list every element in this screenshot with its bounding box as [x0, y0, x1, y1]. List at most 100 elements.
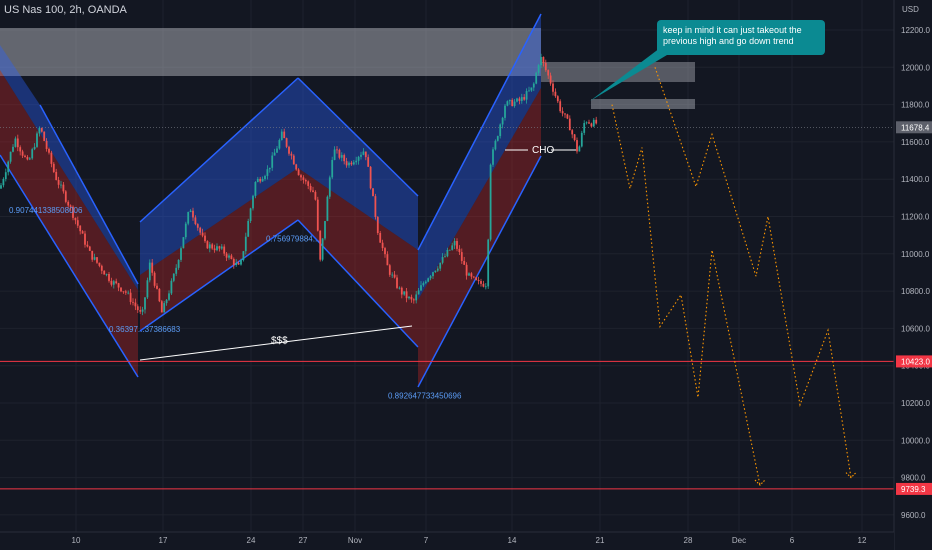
symbol-title: US Nas 100, 2h, OANDA	[4, 4, 127, 16]
candle-body	[420, 285, 422, 291]
candle-body	[156, 285, 158, 289]
candle-body	[60, 184, 62, 186]
supply-zone-low	[591, 99, 695, 109]
fib-label: 0.36397...37386683	[109, 325, 181, 334]
candle-body	[134, 302, 137, 307]
candle-body	[144, 297, 146, 310]
candle-body	[129, 292, 132, 302]
y-tick-label: 9600.0	[901, 511, 926, 520]
candle-body	[588, 122, 590, 124]
candle-body	[211, 244, 214, 249]
candle-body	[566, 114, 569, 119]
candle-body	[494, 140, 497, 150]
candle-body	[172, 273, 175, 281]
x-tick-label: 28	[684, 536, 693, 545]
liquidity-line	[139, 325, 413, 361]
y-tick-label: 11600.0	[901, 138, 930, 147]
candle-body	[422, 283, 425, 286]
projection-leg-1	[611, 104, 761, 486]
candle-body	[280, 131, 283, 141]
candle-body	[333, 149, 336, 160]
candle-body	[151, 262, 154, 273]
channel-3-blue	[298, 78, 418, 250]
candle-body	[9, 151, 12, 162]
channel-1-blue	[0, 45, 138, 290]
candle-body	[24, 155, 26, 157]
candle-body	[451, 245, 454, 250]
y-tick-label: 11400.0	[901, 175, 930, 184]
callout-pointer	[590, 48, 672, 101]
y-tick-label: 11000.0	[901, 250, 930, 259]
chart-annotations: $$$ CHO	[139, 48, 672, 361]
candle-body	[259, 178, 262, 182]
currency-label: USD	[902, 5, 919, 14]
candle-body	[376, 217, 379, 233]
grid-lines	[0, 0, 894, 532]
candle-body	[187, 212, 190, 224]
price-axis[interactable]: USD 12200.0 12000.0 11800.0 11600.0 11400.0 11…	[893, 0, 932, 550]
candle-body	[364, 151, 367, 158]
candle-body	[525, 91, 528, 100]
time-axis[interactable]: 10 17 24 27 Nov 7 14 21 28 Dec 6 12	[0, 531, 894, 550]
candle-body	[249, 208, 252, 221]
candle-body	[237, 262, 240, 265]
candle-body	[153, 272, 156, 286]
candle-body	[331, 159, 334, 178]
candle-body	[417, 290, 420, 295]
candle-body	[98, 262, 101, 266]
candle-body	[516, 98, 518, 102]
candle-body	[324, 220, 326, 239]
candle-body	[319, 230, 322, 260]
price-label-bg	[896, 355, 932, 368]
y-tick-label: 11200.0	[901, 213, 930, 222]
channel-4-lower	[417, 155, 542, 388]
candle-body	[19, 147, 22, 152]
price-label: 10423.0	[901, 357, 930, 366]
candle-body	[480, 281, 482, 284]
candle-body	[463, 260, 466, 265]
candle-body	[105, 273, 108, 275]
annotation-label: $$$	[271, 335, 288, 346]
candle-body	[290, 153, 293, 156]
fib-label: 0.756979884...	[266, 235, 319, 244]
candle-body	[501, 117, 504, 125]
candle-body	[444, 256, 446, 258]
candle-body	[264, 175, 266, 180]
x-tick-label: 7	[424, 536, 429, 545]
candle-body	[336, 149, 338, 151]
candle-body	[12, 146, 14, 152]
candle-body	[57, 179, 60, 185]
candle-body	[453, 241, 456, 246]
candle-body	[393, 274, 396, 278]
candle-body	[576, 140, 578, 152]
candle-body	[93, 257, 96, 260]
candle-body	[465, 264, 468, 276]
candle-body	[139, 310, 142, 312]
candle-body	[350, 162, 353, 165]
fib-label: 0.907441338508006	[9, 206, 83, 215]
channel-1-lower	[0, 154, 139, 378]
candle-body	[379, 232, 382, 243]
channel-4-blue	[418, 14, 541, 300]
candle-body	[556, 96, 559, 102]
candle-body	[475, 277, 478, 281]
y-tick-label: 10000.0	[901, 436, 930, 445]
candle-body	[192, 210, 194, 218]
y-tick-label: 12000.0	[901, 63, 930, 72]
channel-2-lower	[139, 219, 299, 332]
candle-body	[595, 119, 598, 124]
candle-body	[528, 90, 530, 92]
candle-body	[208, 244, 211, 249]
candle-body	[391, 274, 394, 276]
channel-3-lower	[297, 219, 419, 348]
candle-body	[132, 301, 134, 303]
candle-body	[244, 236, 247, 252]
candle-body	[228, 255, 230, 258]
fib-labels: 0.907441338508006 0.36397...37386683 0.756…	[9, 206, 462, 401]
projection-leg-2	[654, 67, 852, 478]
candle-body	[158, 288, 161, 302]
candle-body	[288, 146, 290, 154]
candle-body	[482, 283, 485, 287]
candle-body	[530, 87, 533, 91]
